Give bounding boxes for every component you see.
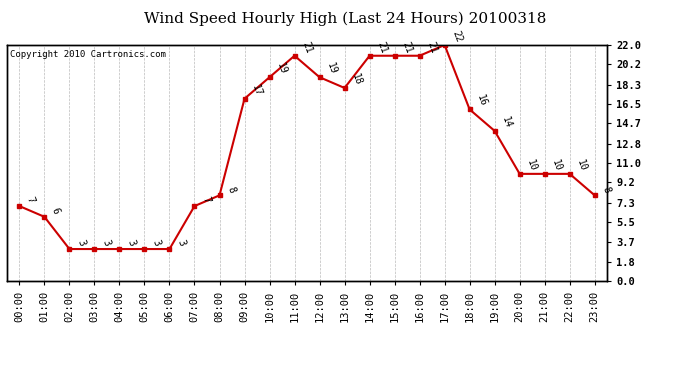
Text: 19: 19 <box>275 62 288 76</box>
Text: 3: 3 <box>175 239 186 248</box>
Text: 21: 21 <box>425 40 439 54</box>
Text: 10: 10 <box>525 158 539 172</box>
Text: 21: 21 <box>300 40 313 54</box>
Text: 3: 3 <box>150 239 161 248</box>
Text: 6: 6 <box>50 207 61 215</box>
Text: 21: 21 <box>400 40 413 54</box>
Text: 3: 3 <box>75 239 86 248</box>
Text: 16: 16 <box>475 94 489 108</box>
Text: 21: 21 <box>375 40 388 54</box>
Text: 10: 10 <box>575 158 589 172</box>
Text: 7: 7 <box>25 196 37 205</box>
Text: Wind Speed Hourly High (Last 24 Hours) 20100318: Wind Speed Hourly High (Last 24 Hours) 2… <box>144 11 546 26</box>
Text: 19: 19 <box>325 62 339 76</box>
Text: 7: 7 <box>200 196 211 205</box>
Text: 10: 10 <box>550 158 564 172</box>
Text: 18: 18 <box>350 72 364 87</box>
Text: 14: 14 <box>500 115 513 129</box>
Text: 8: 8 <box>600 185 611 194</box>
Text: 17: 17 <box>250 83 264 97</box>
Text: 8: 8 <box>225 185 237 194</box>
Text: 3: 3 <box>100 239 111 248</box>
Text: 3: 3 <box>125 239 137 248</box>
Text: 22: 22 <box>450 29 464 44</box>
Text: Copyright 2010 Cartronics.com: Copyright 2010 Cartronics.com <box>10 50 166 59</box>
